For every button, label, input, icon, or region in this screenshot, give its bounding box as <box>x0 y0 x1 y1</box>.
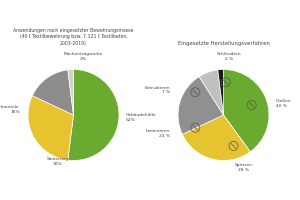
Title: Anwendungen nach eingesetzter Bewehrungsmasse
(40 t Textilbewehrung bzw. 7.121 t: Anwendungen nach eingesetzter Bewehrungs… <box>13 28 134 46</box>
Text: Sanierung
30%: Sanierung 30% <box>46 157 69 166</box>
Wedge shape <box>182 115 250 160</box>
Text: Laminieren
23 %: Laminieren 23 % <box>146 129 170 138</box>
Text: Spritzen
28 %: Spritzen 28 % <box>235 163 253 172</box>
Wedge shape <box>68 70 119 160</box>
Wedge shape <box>178 77 224 134</box>
Text: Gießen
40 %: Gießen 40 % <box>276 99 291 108</box>
Text: Flächentragwerke
2%: Flächentragwerke 2% <box>64 52 103 61</box>
Wedge shape <box>199 70 224 115</box>
Wedge shape <box>32 70 74 115</box>
Text: Gebäudehülle
52%: Gebäudehülle 52% <box>126 113 156 122</box>
Title: Eingesetzte Herstellungsverfahren: Eingesetzte Herstellungsverfahren <box>178 41 269 46</box>
Text: Extrudieren
7 %: Extrudieren 7 % <box>144 86 170 94</box>
Wedge shape <box>28 96 74 160</box>
Wedge shape <box>68 70 74 115</box>
Wedge shape <box>218 70 224 115</box>
Text: Strukturbauteile
16%: Strukturbauteile 16% <box>0 105 20 114</box>
Wedge shape <box>224 70 269 152</box>
Text: Schleudern
2 %: Schleudern 2 % <box>217 52 241 61</box>
